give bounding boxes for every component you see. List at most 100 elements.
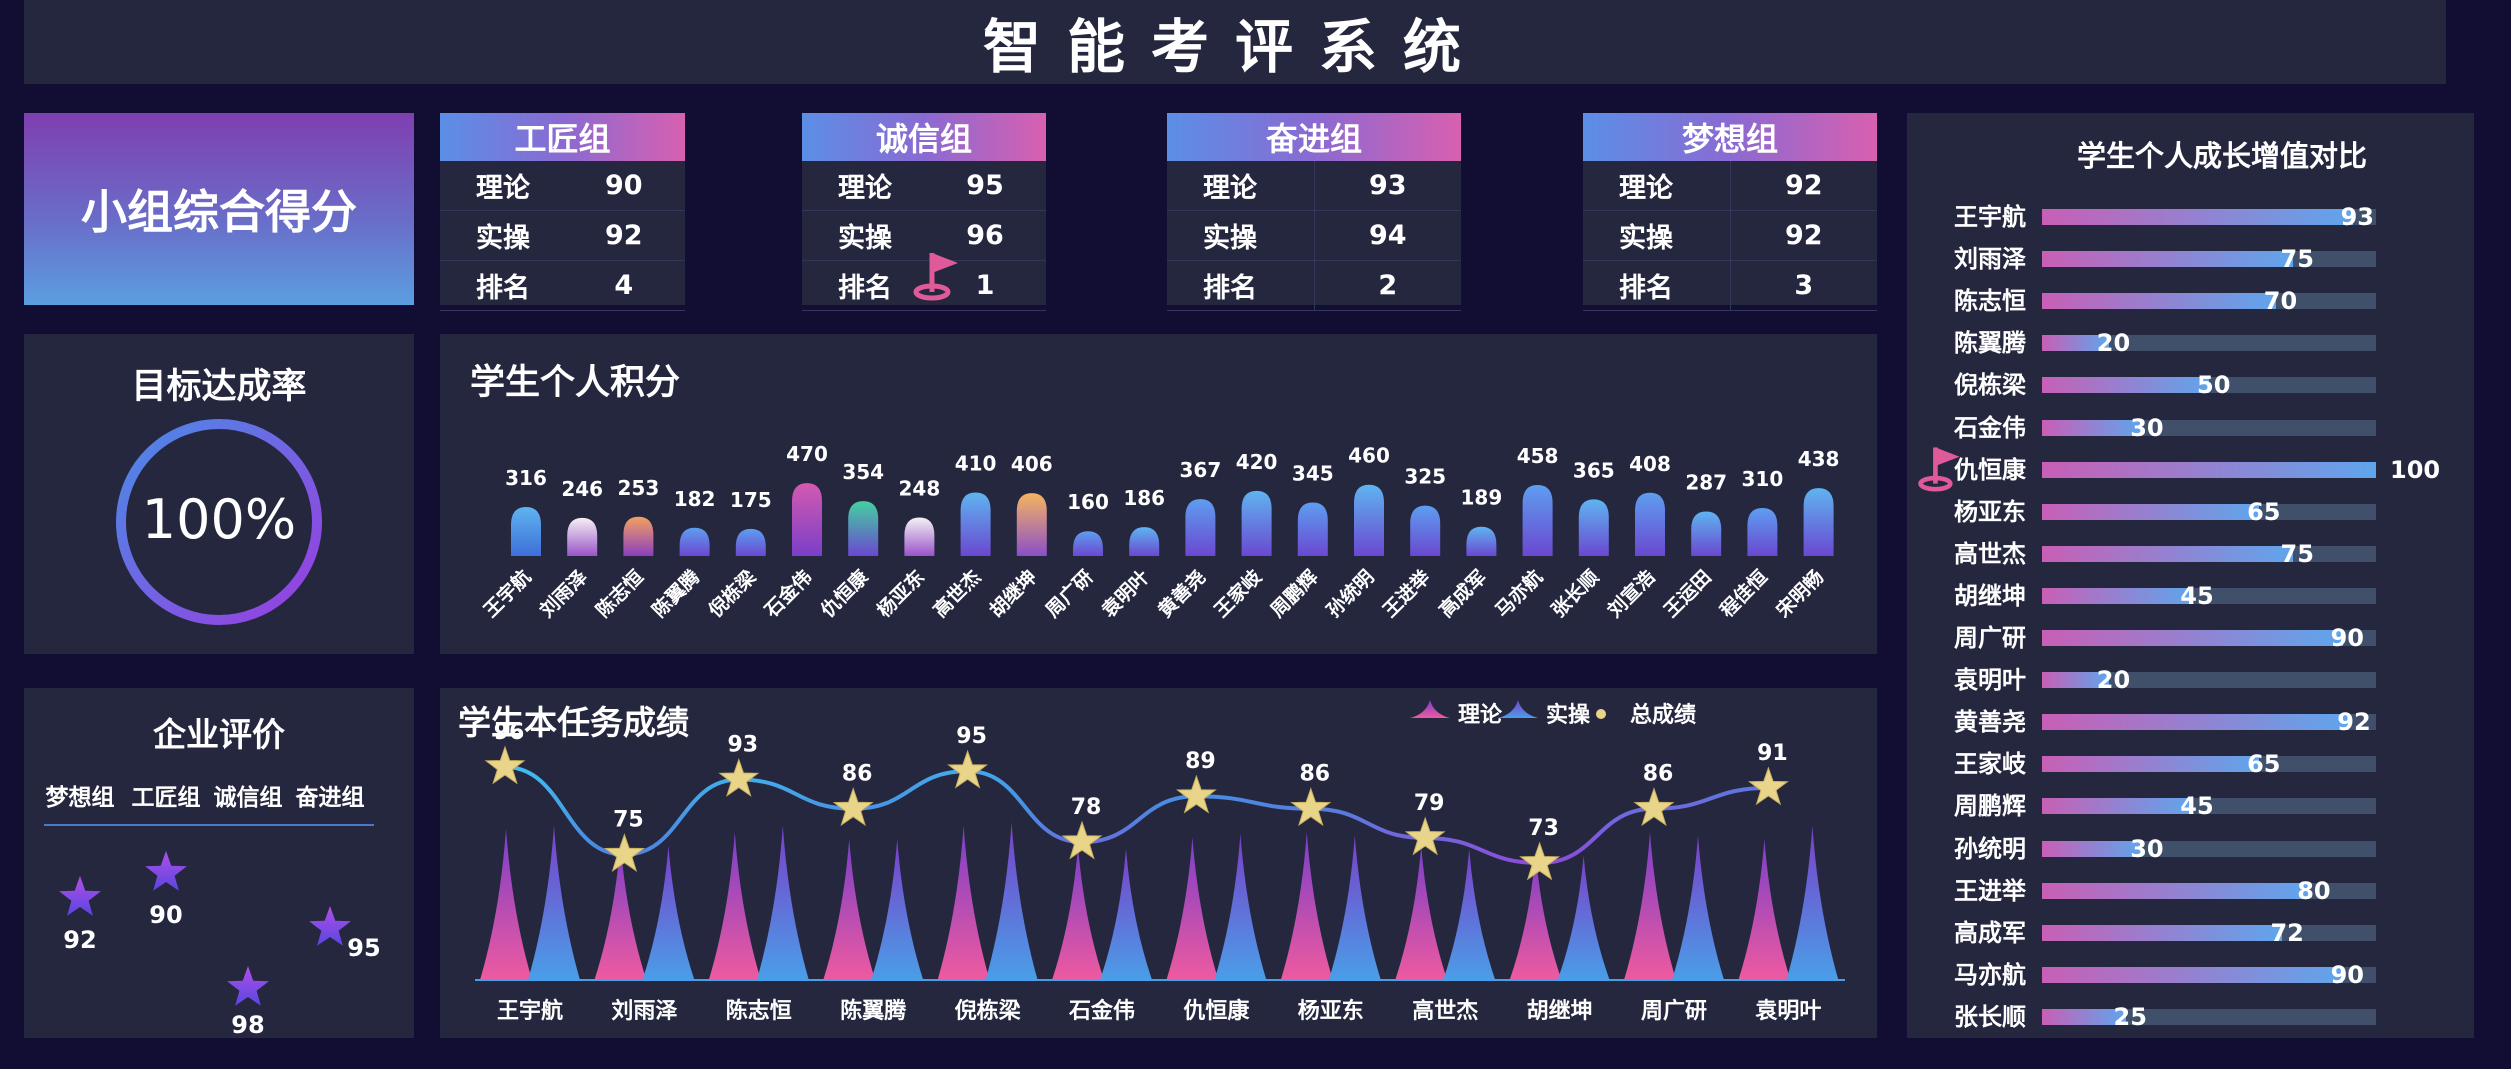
points-bar: [1522, 485, 1553, 556]
points-bar: [1297, 502, 1328, 556]
task-category-label: 石金伟: [1068, 998, 1135, 1024]
team-row-value: 90: [562, 161, 685, 211]
total-score-label: 78: [1071, 795, 1102, 820]
growth-row: 陈志恒 70: [1952, 280, 2452, 322]
growth-row: 陈翼腾 20: [1952, 322, 2452, 364]
total-score-star: [1290, 787, 1332, 827]
total-score-line: [504, 765, 1769, 866]
team-name: 诚信组: [802, 113, 1046, 161]
team-row: 排名 3: [1583, 260, 1877, 311]
enterprise-star: [145, 851, 187, 891]
points-value-label: 406: [1011, 452, 1053, 476]
growth-track: [2042, 882, 2376, 899]
practice-spike: [871, 838, 924, 980]
task-score-chart: 王宇航 刘雨泽 陈志恒 陈翼腾 倪栋梁 石金伟 仇恒康 杨亚东 高世杰 胡继坤 周广研 袁明叶 96 75…: [475, 700, 1845, 1024]
points-category-label: 刘宣浩: [1603, 565, 1660, 622]
task-category-label: 周广研: [1641, 998, 1707, 1024]
growth-bar: [2042, 419, 2143, 436]
growth-bar: [2042, 966, 2343, 983]
growth-row: 孙统明 30: [1952, 828, 2452, 870]
points-category-label: 宋明畅: [1771, 565, 1828, 622]
growth-track: [2042, 377, 2376, 394]
points-bar: [1016, 493, 1047, 556]
growth-row: 周鹏辉 45: [1952, 785, 2452, 827]
points-value-label: 160: [1067, 490, 1109, 514]
growth-track: [2042, 1008, 2376, 1025]
growth-value: 45: [2180, 581, 2214, 610]
enterprise-group-label: 奋进组: [295, 784, 365, 811]
points-category-label: 孙统明: [1322, 565, 1379, 622]
growth-value: 93: [2340, 203, 2375, 231]
theory-spike: [1166, 837, 1219, 980]
growth-row: 张长顺 25: [1952, 996, 2452, 1038]
enterprise-title: 企业评价: [153, 715, 285, 754]
practice-spike: [1786, 825, 1839, 980]
team-row: 理论 95: [802, 161, 1046, 211]
student-points-chart: 316 王宇航 246 刘雨泽 253 陈志恒 182 陈翼腾 175 倪栋梁 470 石金伟 354 仇…: [479, 442, 1840, 622]
points-category-label: 胡继坤: [985, 565, 1042, 622]
enterprise-group-label: 梦想组: [46, 784, 115, 811]
growth-bar: [2042, 1008, 2126, 1025]
points-value-label: 458: [1517, 444, 1559, 468]
enterprise-value: 98: [231, 1011, 264, 1038]
points-value-label: 175: [730, 488, 772, 512]
task-score-panel: 学生本任务成绩 王宇航 刘雨泽 陈志恒 陈翼腾 倪栋梁 石金伟 仇恒康 杨亚东 高世杰 胡继坤 周广…: [440, 688, 1877, 1038]
growth-bar: [2042, 714, 2350, 731]
points-category-label: 袁明叶: [1096, 565, 1153, 622]
growth-row: 王宇航 93: [1952, 196, 2452, 238]
total-score-star: [718, 757, 760, 797]
points-category-label: 倪栋梁: [704, 565, 761, 622]
target-rate-value: 100%: [142, 488, 296, 551]
growth-row: 王进举 80: [1952, 870, 2452, 912]
task-category-label: 倪栋梁: [955, 998, 1021, 1024]
theory-spike: [708, 832, 761, 980]
growth-bar: [2042, 630, 2343, 646]
legend-swatch: [1498, 700, 1538, 718]
team-row: 实操 92: [1583, 210, 1877, 261]
team-name: 梦想组: [1583, 113, 1877, 161]
task-score-title: 学生本任务成绩: [458, 703, 689, 742]
points-category-label: 程佳恒: [1715, 565, 1772, 622]
growth-row: 胡继坤 45: [1952, 575, 2452, 617]
team-row-value: 94: [1314, 210, 1461, 261]
total-score-star: [832, 787, 874, 827]
points-value-label: 460: [1348, 444, 1390, 468]
task-category-label: 杨亚东: [1298, 998, 1364, 1024]
legend-label: 理论: [1458, 702, 1503, 728]
points-value-label: 438: [1798, 447, 1840, 471]
growth-track: [2042, 924, 2376, 941]
growth-row: 周广研 90: [1952, 617, 2452, 659]
points-category-label: 王家岐: [1210, 565, 1267, 622]
practice-spike: [1100, 848, 1152, 980]
total-score-star: [1519, 841, 1561, 881]
growth-name: 袁明叶: [1954, 666, 2026, 695]
team-card-gongjiang: 工匠组 理论 90 实操 92 排名 4: [440, 113, 685, 311]
team-row-label: 实操: [1167, 210, 1315, 261]
points-category-label: 高世杰: [929, 565, 986, 622]
team-row-value: 92: [562, 210, 685, 261]
points-bar: [792, 483, 822, 556]
growth-row: 马亦航 90: [1952, 954, 2452, 996]
team-row: 实操 92: [440, 210, 685, 261]
points-value-label: 287: [1685, 471, 1727, 495]
points-bar: [1241, 490, 1272, 556]
team-row-label: 排名: [440, 260, 563, 311]
total-score-star: [1061, 820, 1103, 860]
practice-spike: [528, 825, 580, 980]
points-bar: [623, 516, 654, 556]
points-bar: [960, 492, 991, 556]
task-category-label: 高世杰: [1412, 998, 1478, 1024]
total-score-star: [1747, 766, 1789, 806]
target-rate-panel: 目标达成率 100%: [24, 334, 414, 654]
points-category-label: 仇恒康: [816, 565, 873, 622]
team-row-label: 排名: [802, 260, 924, 311]
team-row-value: 92: [1730, 210, 1877, 261]
points-bar: [567, 517, 598, 556]
growth-bar: [2042, 840, 2143, 857]
growth-value: 30: [2130, 413, 2164, 442]
points-category-label: 陈志恒: [591, 565, 648, 622]
task-category-label: 陈志恒: [726, 998, 792, 1024]
growth-name: 刘雨泽: [1954, 245, 2026, 274]
enterprise-chart: 梦想组 工匠组 诚信组 奋进组 92 90 98 95: [44, 784, 381, 1038]
growth-bar: [2042, 251, 2293, 268]
